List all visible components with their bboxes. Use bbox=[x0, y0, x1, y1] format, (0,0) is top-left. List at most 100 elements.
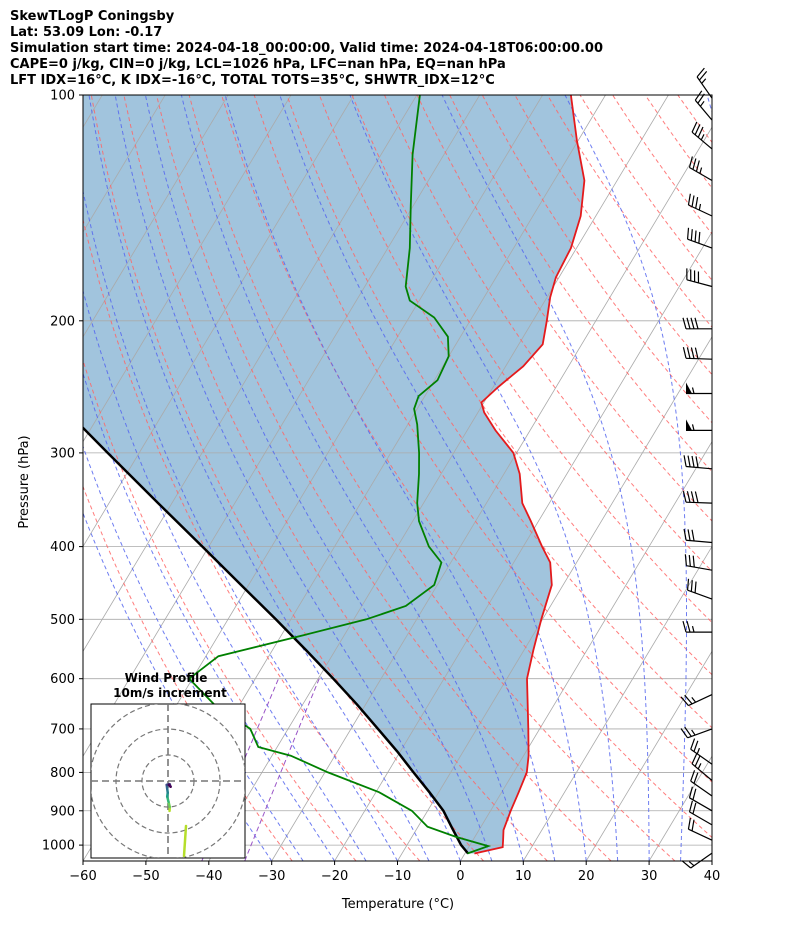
barb-staff bbox=[694, 99, 713, 121]
barb-flag bbox=[698, 231, 701, 244]
barb-half-flag bbox=[698, 203, 702, 211]
barb-flag bbox=[686, 347, 691, 359]
isotherm-line bbox=[208, 95, 669, 861]
dry-adiabat bbox=[579, 95, 712, 282]
moist-adiabat bbox=[83, 371, 336, 861]
inset-title: Wind Profile bbox=[125, 671, 208, 685]
x-tick-label: −50 bbox=[132, 869, 159, 884]
barb-staff bbox=[689, 811, 713, 826]
moist-adiabat bbox=[114, 95, 461, 861]
wind-barb bbox=[682, 490, 713, 504]
y-tick-label: 600 bbox=[50, 672, 75, 687]
barb-flag bbox=[688, 554, 691, 567]
temperature-line bbox=[474, 95, 586, 855]
isotherm-line bbox=[522, 545, 712, 861]
barb-half-flag bbox=[701, 78, 707, 84]
wind-barb bbox=[687, 817, 713, 841]
wind-barb bbox=[690, 770, 713, 797]
barb-half-flag bbox=[697, 763, 702, 770]
barb-flag bbox=[690, 347, 695, 359]
barb-staff bbox=[690, 780, 713, 797]
barb-flag bbox=[682, 347, 687, 359]
barb-flag bbox=[695, 160, 700, 172]
dry-adiabat bbox=[743, 95, 794, 861]
y-tick-label: 300 bbox=[50, 446, 75, 461]
moist-adiabat bbox=[83, 444, 304, 861]
x-axis-label: Temperature (°C) bbox=[341, 897, 454, 912]
barb-flag bbox=[691, 753, 698, 765]
barb-staff bbox=[688, 694, 713, 707]
barb-half-flag bbox=[691, 697, 697, 703]
isotherm-line bbox=[460, 440, 712, 861]
wind-barb bbox=[690, 738, 713, 765]
barb-flag bbox=[694, 581, 697, 593]
barb-flag bbox=[687, 529, 691, 541]
isotherm-line bbox=[271, 126, 712, 861]
barb-staff bbox=[690, 852, 713, 869]
wind-barb bbox=[683, 528, 713, 544]
barb-flag bbox=[684, 694, 693, 705]
wind-barb bbox=[682, 317, 712, 330]
barb-flag bbox=[682, 490, 687, 503]
barb-flag bbox=[694, 317, 699, 329]
wind-barb bbox=[684, 554, 713, 571]
barb-staff bbox=[686, 565, 713, 571]
dry-adiabat bbox=[612, 95, 712, 235]
barb-staff bbox=[688, 828, 713, 841]
isotherm-line bbox=[83, 95, 355, 548]
wind-barb bbox=[682, 620, 712, 633]
y-tick-label: 100 bbox=[50, 89, 75, 104]
wind-barb bbox=[683, 455, 713, 470]
barb-staff bbox=[690, 748, 713, 765]
parcel-line bbox=[83, 426, 470, 855]
barb-flag bbox=[690, 738, 696, 750]
isotherm-line bbox=[334, 231, 712, 861]
barb-flag bbox=[688, 800, 693, 813]
barb-flag bbox=[692, 802, 697, 815]
isotherm-line bbox=[83, 95, 229, 338]
wind-barb bbox=[688, 786, 713, 812]
moist-adiabat bbox=[144, 95, 493, 861]
barb-half-flag bbox=[691, 424, 695, 431]
wind-barb bbox=[681, 852, 713, 869]
wind-barb bbox=[686, 419, 712, 431]
barb-flag bbox=[686, 491, 691, 503]
barb-flag bbox=[688, 156, 693, 168]
barb-staff bbox=[685, 501, 713, 504]
barb-half-flag bbox=[699, 100, 705, 107]
mixing-ratio-line bbox=[244, 678, 320, 861]
barb-flag bbox=[690, 317, 695, 329]
barb-staff bbox=[686, 539, 713, 544]
isotherm-line bbox=[585, 650, 712, 861]
y-tick-label: 500 bbox=[50, 613, 75, 628]
wind-barb bbox=[680, 694, 713, 707]
x-tick-label: −60 bbox=[69, 869, 96, 884]
x-tick-label: 40 bbox=[704, 869, 721, 884]
moist-adiabat bbox=[349, 95, 619, 861]
barb-flag bbox=[683, 455, 687, 467]
wind-barb bbox=[686, 382, 712, 395]
dry-adiabat bbox=[644, 95, 712, 189]
background-lines bbox=[83, 95, 794, 861]
barb-flag bbox=[691, 819, 695, 832]
barb-flag bbox=[691, 121, 698, 133]
barb-flag bbox=[694, 90, 703, 101]
wind-profile-inset: Wind Profile 10m/s increment bbox=[90, 671, 246, 859]
barb-staff bbox=[688, 204, 713, 217]
barb-staff bbox=[691, 763, 713, 781]
moist-adiabat bbox=[83, 289, 367, 861]
dry-adiabat bbox=[156, 95, 612, 861]
barb-half-flag bbox=[691, 387, 695, 394]
moist-adiabat bbox=[564, 95, 687, 861]
barb-flag bbox=[697, 126, 704, 138]
wind-barb bbox=[686, 268, 713, 288]
barb-flag bbox=[695, 456, 699, 468]
y-tick-label: 200 bbox=[50, 314, 75, 329]
barb-half-flag bbox=[700, 134, 705, 141]
barb-flag bbox=[686, 578, 690, 591]
isotherm-line bbox=[648, 755, 712, 861]
dry-adiabat bbox=[384, 95, 712, 573]
moist-adiabat bbox=[224, 95, 556, 861]
barb-half-flag bbox=[691, 625, 695, 633]
barb-staff bbox=[687, 589, 713, 600]
